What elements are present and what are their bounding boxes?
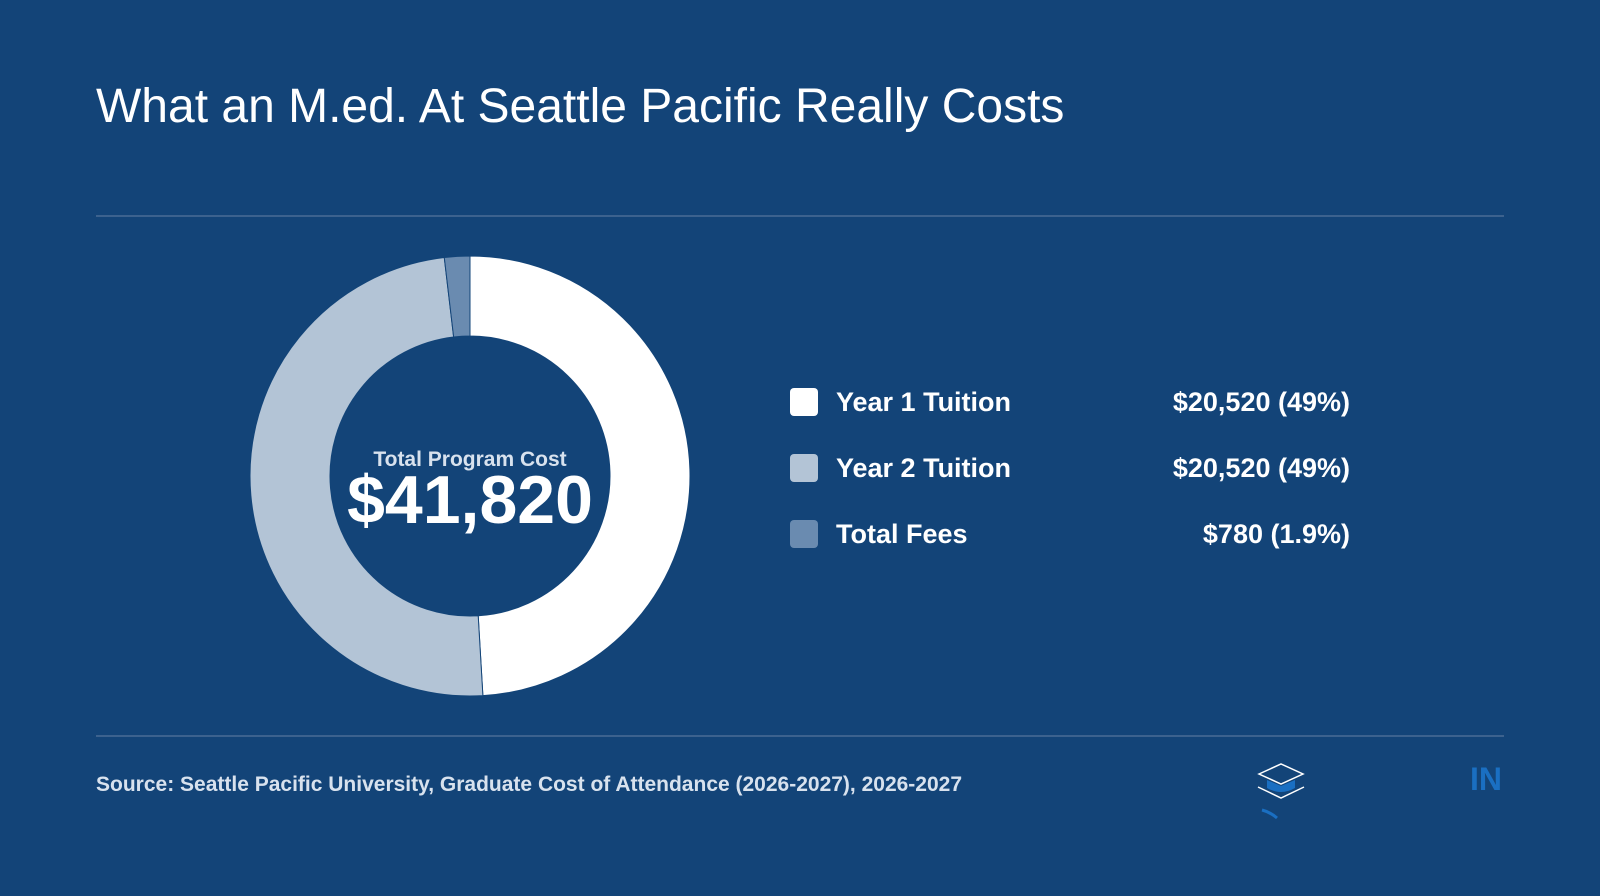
logo-icon [1257, 763, 1305, 820]
legend-value: $780 (1.9%) [1203, 519, 1350, 549]
legend-swatch [790, 388, 818, 416]
legend-value: $20,520 (49%) [1173, 453, 1350, 483]
legend-label: Total Fees [836, 519, 968, 549]
donut-slice [443, 255, 471, 338]
chart-title: What an M.ed. At Seattle Pacific Really … [96, 80, 1064, 133]
legend-swatch [790, 454, 818, 482]
logo-text: IN [1470, 761, 1502, 797]
donut-slice [249, 256, 484, 697]
legend-label: Year 2 Tuition [836, 453, 1011, 483]
legend-label: Year 1 Tuition [836, 387, 1011, 417]
legend-swatch [790, 520, 818, 548]
source: Source: Seattle Pacific University, Grad… [96, 773, 962, 796]
legend-value: $20,520 (49%) [1173, 387, 1350, 417]
center-label: Total Program Cost [373, 448, 566, 471]
center-value: $41,820 [347, 462, 593, 538]
donut-slice [469, 255, 691, 697]
